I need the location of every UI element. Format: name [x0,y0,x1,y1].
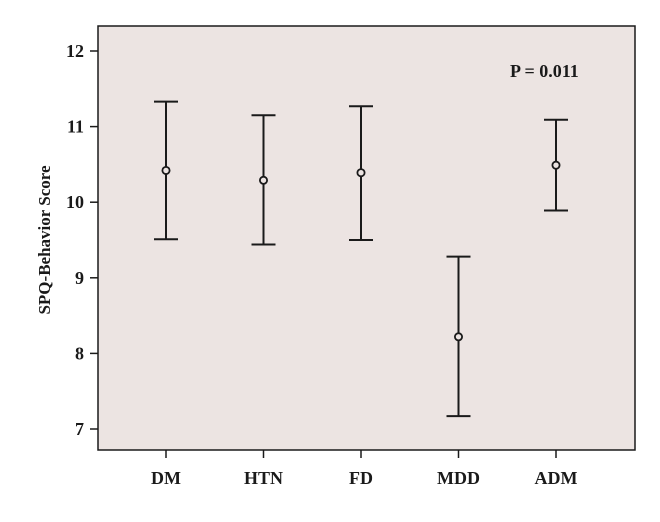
x-tick-label-dm: DM [151,468,181,488]
x-tick-label-adm: ADM [535,468,578,488]
y-tick-label-8: 8 [75,343,84,363]
y-axis-title: SPQ-Behavior Score [35,165,54,315]
p-value-annotation: P = 0.011 [510,61,579,81]
y-axis: 7 8 9 10 11 12 [66,41,98,439]
mean-point-htn [258,175,268,185]
data-marks [154,100,568,418]
x-tick-label-htn: HTN [244,468,283,488]
mean-point-adm [551,160,561,170]
y-tick-label-9: 9 [75,268,84,288]
y-tick-label-11: 11 [67,117,84,137]
y-tick-label-10: 10 [66,192,84,212]
plot-area [97,25,636,451]
x-tick-label-mdd: MDD [437,468,480,488]
mean-point-mdd [453,332,463,342]
x-axis: DM HTN FD MDD ADM [151,450,578,488]
y-tick-label-7: 7 [75,419,84,439]
mean-point-dm [161,165,171,175]
mean-point-fd [356,168,366,178]
x-tick-label-fd: FD [349,468,373,488]
y-tick-label-12: 12 [66,41,84,61]
